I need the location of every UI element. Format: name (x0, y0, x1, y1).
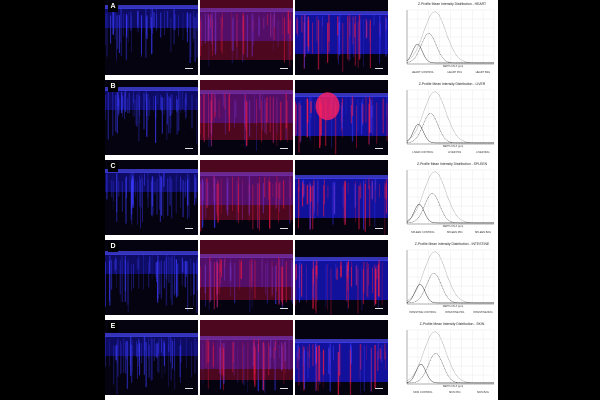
legend-entry: SKIN PD1 (448, 391, 461, 394)
scale-bar (185, 228, 193, 229)
scale-bar (280, 388, 288, 389)
plot-x-axis-label: DEPTH IN Z (µm) (442, 65, 464, 68)
microscopy-image (200, 0, 293, 75)
scale-bar (375, 228, 383, 229)
microscopy-image (200, 80, 293, 155)
scale-bar (280, 228, 288, 229)
intensity-plot: Z-Profile Mean Intensity Distribution - … (393, 80, 498, 155)
intensity-plot: Z-Profile Mean Intensity Distribution - … (393, 160, 498, 235)
plot-x-axis-label: DEPTH IN Z (µm) (442, 305, 464, 308)
panel-row-e: E Z-Profile Mean Intensity Distribution -… (105, 320, 498, 395)
legend-entry: INTESTINE B2G (473, 311, 493, 314)
scale-bar (375, 68, 383, 69)
plot-x-axis-label: DEPTH IN Z (µm) (442, 385, 464, 388)
microscopy-image (105, 0, 198, 75)
scale-bar (185, 388, 193, 389)
panel-row-d: D Z-Profile Mean Intensity Distribution -… (105, 240, 498, 315)
panel-row-b: B Z-Profile Mean Intensity Distribution -… (105, 80, 498, 155)
scale-bar (185, 308, 193, 309)
plot-legend: SPLEEN CONTROL SPLEEN PD1 SPLEEN B2G (405, 231, 497, 234)
legend-entry: INTESTINE PD1 (445, 311, 465, 314)
microscopy-image (295, 240, 388, 315)
microscopy-image (105, 320, 198, 395)
legend-entry: INTESTINE CONTROL (409, 311, 437, 314)
intensity-plot: Z-Profile Mean Intensity Distribution - … (393, 320, 498, 395)
microscopy-image (295, 80, 388, 155)
panel-row-a: A Z-Profile Mean Intensity Distribution -… (105, 0, 498, 75)
microscopy-image (105, 160, 198, 235)
panel-row-c: C Z-Profile Mean Intensity Distribution -… (105, 160, 498, 235)
panel-letter: A (108, 2, 118, 12)
legend-entry: SPLEEN B2G (474, 231, 491, 234)
legend-entry: SKIN B2G (476, 391, 489, 394)
scale-bar (280, 68, 288, 69)
intensity-plot: Z-Profile Mean Intensity Distribution - … (393, 240, 498, 315)
scale-bar (185, 148, 193, 149)
scale-bar (280, 148, 288, 149)
panel-letter: D (108, 242, 118, 252)
panel-letter: E (108, 322, 118, 332)
legend-entry: LIVER PD1 (448, 151, 462, 154)
plot-legend: INTESTINE CONTROL INTESTINE PD1 INTESTINE … (405, 311, 497, 314)
microscopy-image (200, 320, 293, 395)
microscopy-image (200, 160, 293, 235)
scale-bar (375, 388, 383, 389)
plot-legend: HEART CONTROL HEART PD1 HEART B2G (405, 71, 497, 74)
microscopy-image (105, 240, 198, 315)
microscopy-image (105, 80, 198, 155)
plot-title: Z-Profile Mean Intensity Distribution - … (414, 242, 490, 246)
microscopy-image (295, 0, 388, 75)
plot-title: Z-Profile Mean Intensity Distribution - … (417, 2, 487, 6)
plot-legend: LIVER CONTROL LIVER PD1 LIVER B2G (405, 151, 497, 154)
legend-entry: LIVER CONTROL (412, 151, 434, 154)
plot-x-axis-label: DEPTH IN Z (µm) (442, 145, 464, 148)
panel-letter: C (108, 162, 118, 172)
microscopy-image (295, 160, 388, 235)
legend-entry: SPLEEN CONTROL (411, 231, 435, 234)
scale-bar (185, 68, 193, 69)
scale-bar (280, 308, 288, 309)
scale-bar (375, 148, 383, 149)
plot-x-axis-label: DEPTH IN Z (µm) (442, 225, 464, 228)
legend-entry: LIVER B2G (476, 151, 490, 154)
legend-entry: SPLEEN PD1 (446, 231, 463, 234)
legend-entry: HEART B2G (475, 71, 491, 74)
plot-title: Z-Profile Mean Intensity Distribution - … (418, 82, 486, 86)
plot-title: Z-Profile Mean Intensity Distribution - … (416, 162, 488, 166)
microscopy-image (200, 240, 293, 315)
plot-title: Z-Profile Mean Intensity Distribution - … (419, 322, 485, 326)
legend-entry: SKIN CONTROL (413, 391, 433, 394)
panel-letter: B (108, 82, 118, 92)
intensity-plot: Z-Profile Mean Intensity Distribution - … (393, 0, 498, 75)
figure: A Z-Profile Mean Intensity Distribution -… (105, 0, 498, 400)
scale-bar (375, 308, 383, 309)
legend-entry: HEART CONTROL (411, 71, 434, 74)
legend-entry: HEART PD1 (447, 71, 462, 74)
plot-legend: SKIN CONTROL SKIN PD1 SKIN B2G (405, 391, 497, 394)
microscopy-image (295, 320, 388, 395)
